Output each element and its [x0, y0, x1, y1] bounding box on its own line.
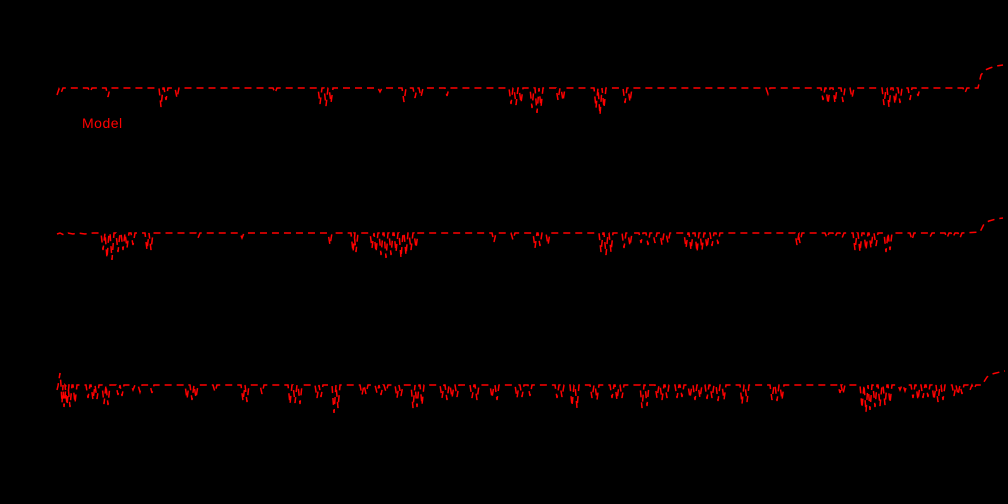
- bottom-spectrum: [56, 370, 1006, 414]
- middle-spectrum: [56, 217, 1004, 261]
- top-spectrum: [56, 64, 1004, 116]
- legend-model-label: Model: [82, 115, 123, 131]
